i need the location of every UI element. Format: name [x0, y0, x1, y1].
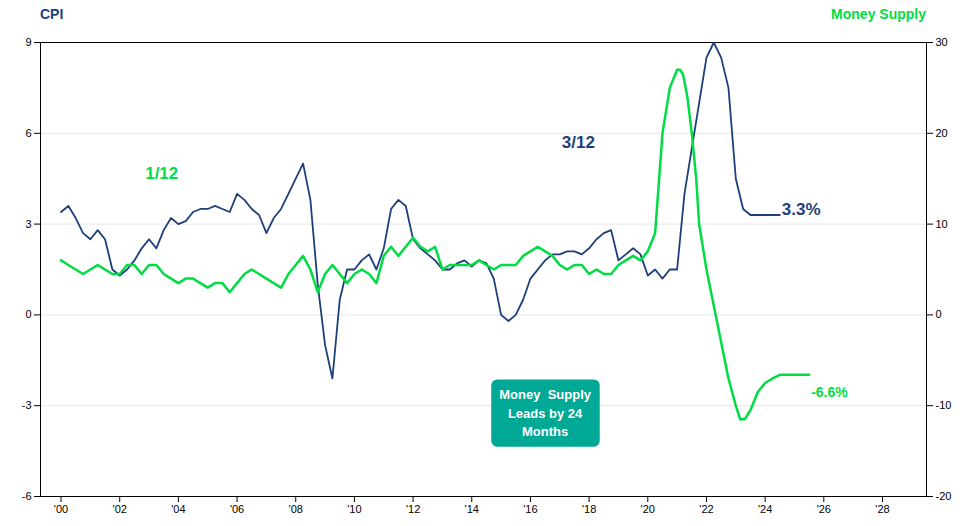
svg-text:0: 0: [25, 308, 31, 320]
svg-text:30: 30: [936, 36, 948, 48]
svg-text:'02: '02: [113, 503, 127, 515]
svg-text:6: 6: [25, 127, 31, 139]
svg-text:'14: '14: [465, 503, 479, 515]
svg-text:-6.6%: -6.6%: [811, 384, 848, 400]
svg-text:-6: -6: [22, 490, 32, 502]
svg-text:20: 20: [936, 127, 948, 139]
svg-text:'06: '06: [230, 503, 244, 515]
svg-text:-10: -10: [936, 399, 952, 411]
svg-text:'04: '04: [171, 503, 185, 515]
svg-text:'24: '24: [758, 503, 772, 515]
html-text:CPI: CPI: [40, 6, 64, 22]
svg-text:Money SupplyLeads by 24Months: Money SupplyLeads by 24Months: [499, 387, 592, 438]
html-text:Money Supply: Money Supply: [831, 6, 926, 22]
svg-text:'12: '12: [406, 503, 420, 515]
svg-text:'20: '20: [641, 503, 655, 515]
svg-text:'08: '08: [289, 503, 303, 515]
svg-text:1/12: 1/12: [145, 164, 178, 183]
svg-text:'28: '28: [875, 503, 889, 515]
svg-text:0: 0: [936, 308, 942, 320]
svg-text:'18: '18: [582, 503, 596, 515]
svg-text:'26: '26: [817, 503, 831, 515]
svg-text:9: 9: [25, 36, 31, 48]
svg-text:10: 10: [936, 218, 948, 230]
svg-text:'16: '16: [523, 503, 537, 515]
svg-text:'10: '10: [347, 503, 361, 515]
svg-text:'22: '22: [699, 503, 713, 515]
svg-text:3: 3: [25, 218, 31, 230]
svg-text:'00: '00: [54, 503, 68, 515]
svg-text:-20: -20: [936, 490, 952, 502]
svg-text:3.3%: 3.3%: [782, 200, 821, 219]
svg-text:-3: -3: [22, 399, 32, 411]
svg-text:3/12: 3/12: [562, 133, 595, 152]
